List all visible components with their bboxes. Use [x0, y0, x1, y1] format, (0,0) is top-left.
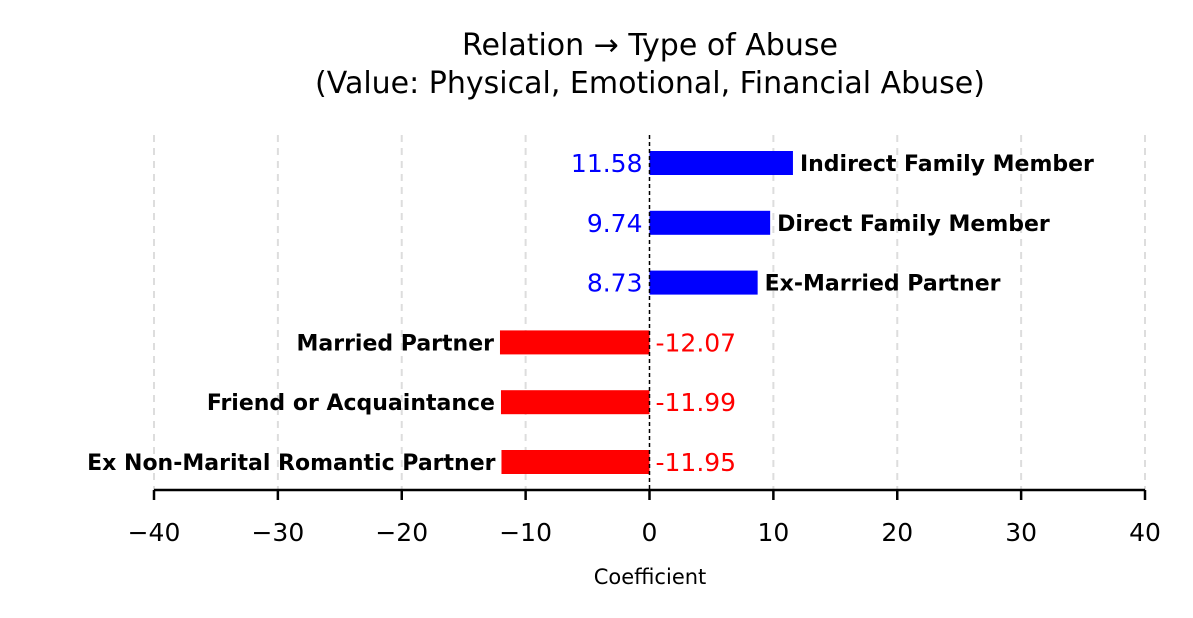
category-label: Direct Family Member	[777, 212, 1050, 237]
category-label: Friend or Acquaintance	[207, 391, 495, 416]
value-label: -12.07	[656, 328, 737, 357]
value-label: -11.95	[656, 448, 737, 477]
x-tick-label: 20	[881, 518, 913, 547]
x-tick-label: 0	[642, 518, 658, 547]
value-label: 8.73	[587, 269, 643, 298]
bars: Indirect Family Member 11.58 Direct Family…	[87, 149, 1094, 477]
x-tick-label: 30	[1005, 518, 1037, 547]
x-tick-label: −10	[499, 518, 552, 547]
x-tick-label: −40	[128, 518, 181, 547]
bar	[649, 151, 793, 175]
chart-title: Relation → Type of Abuse	[462, 28, 838, 63]
value-label: 9.74	[587, 209, 643, 238]
bar	[500, 390, 650, 415]
bar	[649, 270, 758, 295]
value-label: 11.58	[571, 149, 643, 178]
chart-subtitle: (Value: Physical, Emotional, Financial A…	[315, 66, 985, 101]
x-tick-label: 40	[1129, 518, 1161, 547]
category-label: Ex-Married Partner	[765, 272, 1001, 297]
x-tick-label: −20	[375, 518, 428, 547]
x-tick-label: 10	[757, 518, 789, 547]
x-axis-label: Coefficient	[594, 565, 707, 589]
bar	[649, 210, 771, 235]
category-label: Married Partner	[296, 331, 494, 356]
category-label: Ex Non-Marital Romantic Partner	[87, 451, 495, 476]
value-label: -11.99	[656, 388, 737, 417]
bar	[499, 330, 650, 355]
x-axis: −40 −30 −20 −10 0 10 20 30 40	[128, 488, 1161, 547]
x-tick-label: −30	[251, 518, 304, 547]
category-label: Indirect Family Member	[800, 152, 1094, 177]
bar	[501, 450, 650, 474]
